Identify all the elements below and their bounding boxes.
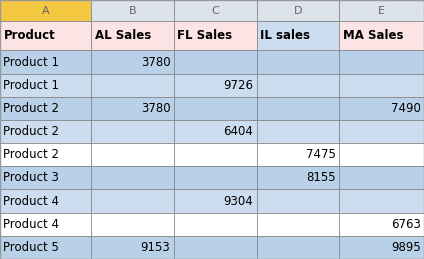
Text: 9153: 9153 — [141, 241, 170, 254]
Bar — [0, 120, 91, 143]
Bar — [174, 143, 257, 166]
Bar — [257, 21, 339, 51]
Text: 9895: 9895 — [391, 241, 421, 254]
Bar — [257, 51, 339, 74]
Text: Product 1: Product 1 — [3, 55, 59, 69]
Bar — [339, 190, 424, 213]
Bar — [0, 0, 91, 21]
Bar — [91, 0, 174, 21]
Text: 7490: 7490 — [391, 102, 421, 115]
Text: 8155: 8155 — [306, 171, 336, 184]
Text: A: A — [42, 6, 49, 16]
Bar — [174, 213, 257, 236]
Bar — [174, 74, 257, 97]
Bar — [0, 21, 91, 51]
Bar — [0, 190, 91, 213]
Bar — [339, 0, 424, 21]
Text: E: E — [378, 6, 385, 16]
Bar — [0, 143, 91, 166]
Bar — [91, 166, 174, 190]
Bar — [339, 236, 424, 259]
Bar — [174, 190, 257, 213]
Text: Product 4: Product 4 — [3, 218, 59, 231]
Bar — [0, 97, 91, 120]
Text: D: D — [293, 6, 302, 16]
Bar — [0, 236, 91, 259]
Bar — [174, 166, 257, 190]
Text: MA Sales: MA Sales — [343, 29, 403, 42]
Text: 9304: 9304 — [223, 195, 253, 207]
Bar — [174, 120, 257, 143]
Bar — [0, 51, 91, 74]
Bar — [257, 74, 339, 97]
Bar — [339, 74, 424, 97]
Text: Product 2: Product 2 — [3, 102, 59, 115]
Text: Product: Product — [3, 29, 55, 42]
Bar — [339, 97, 424, 120]
Bar — [174, 0, 257, 21]
Text: C: C — [211, 6, 219, 16]
Bar — [339, 21, 424, 51]
Text: Product 3: Product 3 — [3, 171, 59, 184]
Bar — [257, 190, 339, 213]
Bar — [0, 213, 91, 236]
Bar — [91, 236, 174, 259]
Bar — [91, 74, 174, 97]
Text: 3780: 3780 — [141, 55, 170, 69]
Bar — [339, 143, 424, 166]
Bar — [174, 21, 257, 51]
Bar — [91, 21, 174, 51]
Text: 6763: 6763 — [391, 218, 421, 231]
Text: 6404: 6404 — [223, 125, 253, 138]
Bar — [91, 190, 174, 213]
Text: Product 2: Product 2 — [3, 148, 59, 161]
Text: 7475: 7475 — [306, 148, 336, 161]
Bar — [91, 120, 174, 143]
Text: Product 5: Product 5 — [3, 241, 59, 254]
Text: B: B — [129, 6, 136, 16]
Bar — [257, 166, 339, 190]
Bar — [174, 97, 257, 120]
Text: 9726: 9726 — [223, 79, 253, 92]
Bar — [257, 143, 339, 166]
Bar — [91, 51, 174, 74]
Bar — [257, 0, 339, 21]
Text: Product 4: Product 4 — [3, 195, 59, 207]
Text: 3780: 3780 — [141, 102, 170, 115]
Bar — [257, 120, 339, 143]
Bar — [91, 213, 174, 236]
Text: FL Sales: FL Sales — [177, 29, 232, 42]
Bar — [0, 166, 91, 190]
Bar — [91, 143, 174, 166]
Bar — [257, 213, 339, 236]
Bar — [0, 74, 91, 97]
Text: Product 1: Product 1 — [3, 79, 59, 92]
Text: Product 2: Product 2 — [3, 125, 59, 138]
Bar — [91, 97, 174, 120]
Bar — [339, 166, 424, 190]
Bar — [339, 120, 424, 143]
Text: AL Sales: AL Sales — [95, 29, 151, 42]
Bar — [174, 236, 257, 259]
Bar — [339, 51, 424, 74]
Bar — [257, 97, 339, 120]
Text: IL sales: IL sales — [260, 29, 310, 42]
Bar — [339, 213, 424, 236]
Bar — [174, 51, 257, 74]
Bar — [257, 236, 339, 259]
